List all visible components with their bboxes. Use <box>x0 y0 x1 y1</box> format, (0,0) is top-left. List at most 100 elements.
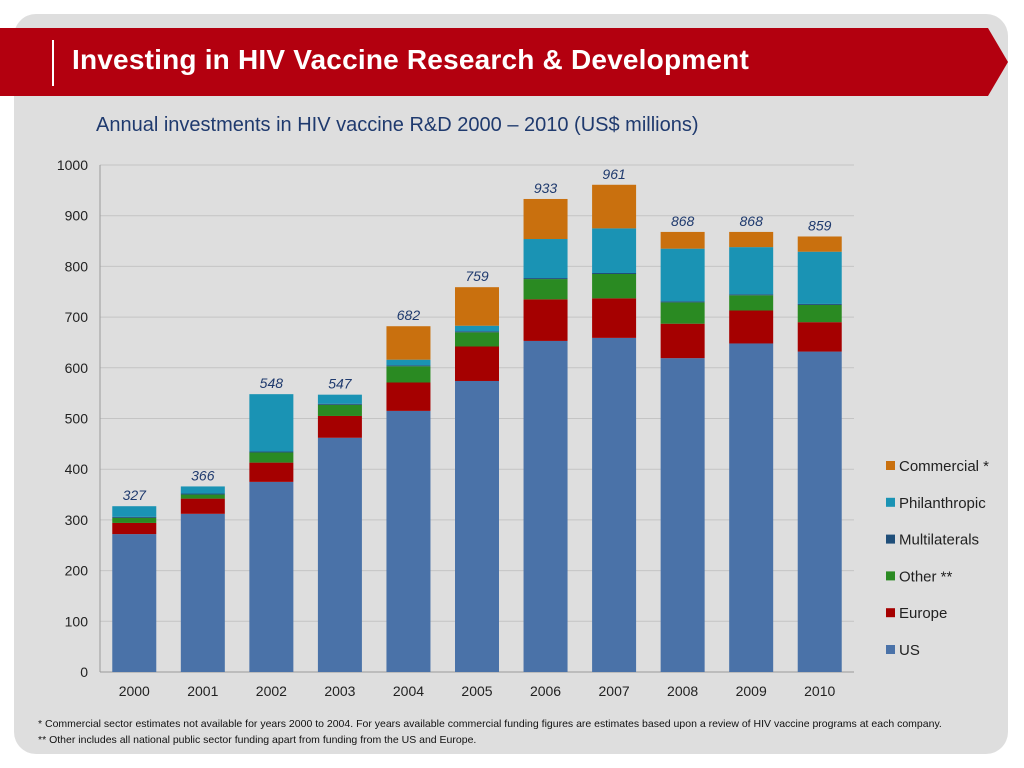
x-tick-label: 2004 <box>393 683 424 699</box>
bar-segment-philanthropic <box>386 359 431 366</box>
footnotes: * Commercial sector estimates not availa… <box>38 716 1008 748</box>
bar-segment-europe <box>249 462 294 482</box>
footnote-commercial: * Commercial sector estimates not availa… <box>38 718 942 730</box>
bar-total-label: 961 <box>602 166 625 182</box>
bar-segment-europe <box>386 382 431 411</box>
bar-segment-other <box>317 404 362 416</box>
bar-segment-commercial <box>386 326 431 360</box>
bar-segment-europe <box>317 415 362 438</box>
legend-swatch <box>886 571 895 581</box>
bar-segment-multilaterals <box>797 303 842 305</box>
bar-segment-europe <box>797 322 842 352</box>
bar-segment-other <box>660 302 705 324</box>
x-tick-label: 2008 <box>667 683 698 699</box>
bar-segment-us <box>180 513 225 672</box>
bar-segment-us <box>797 351 842 672</box>
bar-segment-philanthropic <box>797 251 842 304</box>
bar-segment-multilaterals <box>112 516 157 518</box>
bar-segment-europe <box>523 299 568 341</box>
bar-segment-multilaterals <box>523 278 568 280</box>
bar-segment-multilaterals <box>660 301 705 303</box>
bar-total-label: 933 <box>534 180 558 196</box>
bar-segment-philanthropic <box>592 228 637 273</box>
legend-swatch <box>886 497 895 507</box>
y-tick-label: 100 <box>65 613 89 629</box>
bar-segment-other <box>592 274 637 299</box>
x-tick-label: 2005 <box>461 683 492 699</box>
bar-segment-us <box>249 481 294 672</box>
bar-segment-commercial <box>729 231 774 248</box>
bar-segment-us <box>660 358 705 672</box>
bar-segment-multilaterals <box>729 294 774 296</box>
bar-segment-philanthropic <box>455 325 499 332</box>
bar-segment-philanthropic <box>729 247 774 295</box>
bar-segment-europe <box>455 346 499 381</box>
bar-segment-us <box>317 437 362 672</box>
bar-segment-commercial <box>523 198 568 240</box>
bar-segment-europe <box>180 498 225 514</box>
bar-segment-commercial <box>592 184 637 229</box>
legend-label: US <box>899 642 920 659</box>
bar-segment-other <box>386 366 431 383</box>
y-tick-label: 400 <box>65 461 89 477</box>
bar-segment-multilaterals <box>455 331 499 333</box>
legend-label: Philanthropic <box>899 495 986 512</box>
y-tick-label: 900 <box>65 208 89 224</box>
y-tick-label: 200 <box>65 563 89 579</box>
bar-segment-us <box>592 337 637 672</box>
bar-total-label: 759 <box>465 268 489 284</box>
x-tick-label: 2001 <box>187 683 218 699</box>
x-tick-label: 2006 <box>530 683 561 699</box>
title-banner <box>0 28 1008 96</box>
bar-segment-other <box>797 304 842 323</box>
y-tick-label: 800 <box>65 258 89 274</box>
legend-swatch <box>886 534 895 544</box>
bar-segment-other <box>112 517 157 523</box>
bar-segment-us <box>523 340 568 672</box>
bar-total-label: 547 <box>328 376 353 392</box>
legend-label: Multilaterals <box>899 532 979 549</box>
bar-total-label: 859 <box>808 217 832 233</box>
x-tick-label: 2003 <box>324 683 355 699</box>
bar-segment-other <box>249 452 294 463</box>
bar-total-label: 868 <box>671 213 695 229</box>
bar-segment-europe <box>592 298 637 338</box>
bar-segment-us <box>455 380 499 672</box>
bar-segment-multilaterals <box>317 403 362 405</box>
bar-segment-commercial <box>660 231 705 249</box>
y-tick-label: 600 <box>65 360 89 376</box>
y-tick-label: 700 <box>65 309 89 325</box>
bar-segment-other <box>455 332 499 347</box>
x-tick-label: 2010 <box>804 683 835 699</box>
legend-label: Commercial * <box>899 458 989 475</box>
bar-segment-commercial <box>455 287 499 326</box>
legend-label: Europe <box>899 605 947 622</box>
bar-segment-philanthropic <box>112 506 157 517</box>
bar-total-label: 548 <box>260 375 284 391</box>
bar-segment-philanthropic <box>523 239 568 279</box>
bar-segment-europe <box>660 323 705 359</box>
y-tick-label: 300 <box>65 512 89 528</box>
bar-segment-us <box>112 534 157 672</box>
x-tick-label: 2007 <box>599 683 630 699</box>
bar-segment-other <box>180 494 225 499</box>
bar-segment-us <box>729 343 774 672</box>
bar-segment-other <box>729 295 774 311</box>
title-divider <box>52 40 54 86</box>
legend-swatch <box>886 645 895 654</box>
legend-label: Other ** <box>899 568 953 585</box>
bar-total-label: 682 <box>397 307 421 323</box>
bar-total-label: 868 <box>740 213 764 229</box>
bar-segment-philanthropic <box>249 394 294 452</box>
bar-segment-philanthropic <box>317 394 362 404</box>
bar-segment-philanthropic <box>180 486 225 494</box>
y-tick-label: 0 <box>80 664 88 680</box>
footnote-other: ** Other includes all national public se… <box>38 734 477 746</box>
legend-swatch <box>886 461 895 470</box>
legend-swatch <box>886 608 895 618</box>
bar-segment-multilaterals <box>180 493 225 495</box>
bar-segment-commercial <box>797 236 842 252</box>
bar-segment-europe <box>112 522 157 535</box>
x-tick-label: 2002 <box>256 683 287 699</box>
